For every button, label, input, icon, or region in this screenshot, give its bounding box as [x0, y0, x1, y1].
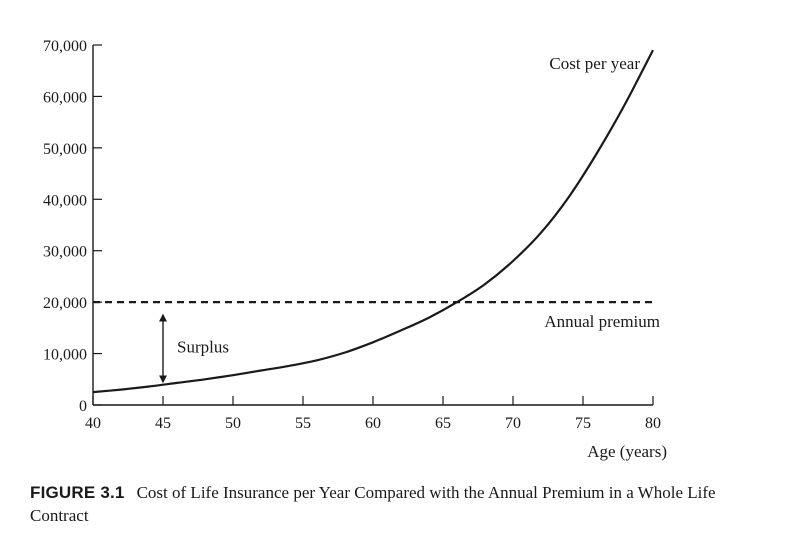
y-tick-label: 0: [79, 398, 87, 415]
figure-caption-text: Cost of Life Insurance per Year Compared…: [30, 483, 716, 525]
y-tick-label: 60,000: [43, 89, 87, 106]
annual-premium-label: Annual premium: [544, 312, 660, 331]
labels-layer: Age (years) Cost per year Annual premium Su…: [159, 54, 667, 461]
figure-label: FIGURE 3.1: [30, 483, 125, 502]
surplus-label: Surplus: [177, 337, 229, 356]
figure-caption: FIGURE 3.1 Cost of Life Insurance per Yea…: [30, 481, 730, 527]
y-tick-label: 40,000: [43, 192, 87, 209]
x-tick-label: 65: [435, 415, 451, 432]
x-tick-label: 50: [225, 415, 241, 432]
x-tick-label: 55: [295, 415, 311, 432]
x-tick-label: 75: [575, 415, 591, 432]
x-tick-label: 60: [365, 415, 381, 432]
x-tick-label: 80: [645, 415, 661, 432]
x-tick-label: 40: [85, 415, 101, 432]
cost-per-year-line: [92, 49, 654, 394]
y-tick-label: 20,000: [43, 295, 87, 312]
y-tick-label: 10,000: [43, 347, 87, 364]
x-tick-label: 45: [155, 415, 171, 432]
x-tick-label: 70: [505, 415, 521, 432]
y-tick-label: 50,000: [43, 141, 87, 158]
cost-per-year-label: Cost per year: [549, 54, 640, 73]
y-tick-label: 30,000: [43, 244, 87, 261]
y-tick-label: 70,000: [43, 38, 87, 55]
x-axis-label: Age (years): [587, 442, 667, 461]
series-layer: [92, 49, 654, 394]
chart: 0 10,000 20,000 30,000 40,000 50,000 60,000 70,…: [43, 38, 667, 461]
axes: 0 10,000 20,000 30,000 40,000 50,000 60,000 70,…: [43, 38, 661, 432]
